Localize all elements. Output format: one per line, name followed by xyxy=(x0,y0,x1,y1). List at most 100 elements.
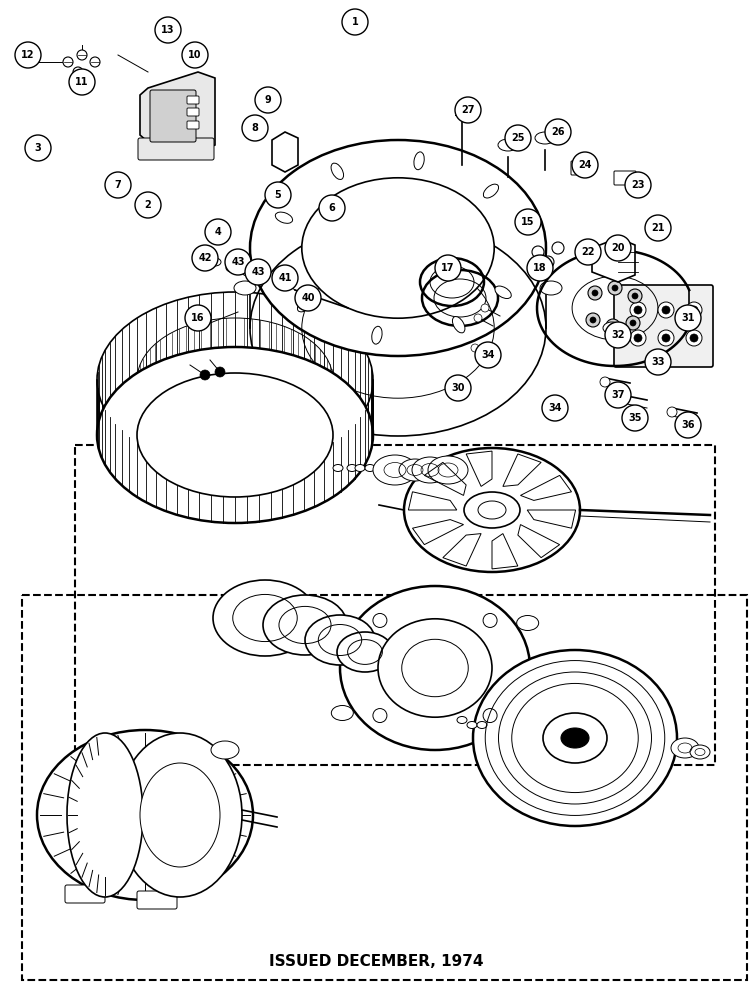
Circle shape xyxy=(626,316,640,330)
Text: 15: 15 xyxy=(521,217,535,227)
Ellipse shape xyxy=(365,464,375,472)
Circle shape xyxy=(225,249,251,275)
Ellipse shape xyxy=(234,281,256,295)
Ellipse shape xyxy=(332,615,353,631)
Ellipse shape xyxy=(404,448,580,572)
Circle shape xyxy=(645,215,671,241)
FancyBboxPatch shape xyxy=(150,90,196,142)
Ellipse shape xyxy=(561,728,589,748)
Circle shape xyxy=(645,349,671,375)
Circle shape xyxy=(532,246,544,258)
Text: 27: 27 xyxy=(461,105,475,115)
Circle shape xyxy=(634,306,642,314)
Circle shape xyxy=(658,302,674,318)
Ellipse shape xyxy=(37,730,253,900)
Polygon shape xyxy=(272,132,298,172)
Text: 9: 9 xyxy=(265,95,271,105)
Ellipse shape xyxy=(467,722,477,728)
Circle shape xyxy=(481,304,489,312)
Circle shape xyxy=(105,172,131,198)
Text: 41: 41 xyxy=(278,273,292,283)
Text: 2: 2 xyxy=(144,200,151,210)
Ellipse shape xyxy=(298,298,313,312)
Text: 34: 34 xyxy=(548,403,562,413)
Circle shape xyxy=(632,293,638,299)
Ellipse shape xyxy=(305,615,375,665)
Circle shape xyxy=(69,69,95,95)
Circle shape xyxy=(272,265,298,291)
Circle shape xyxy=(625,172,651,198)
Text: 32: 32 xyxy=(611,330,625,340)
Ellipse shape xyxy=(332,706,353,720)
Circle shape xyxy=(527,255,553,281)
Ellipse shape xyxy=(453,317,465,333)
Ellipse shape xyxy=(477,722,487,728)
Ellipse shape xyxy=(373,455,417,485)
Circle shape xyxy=(612,285,618,291)
Circle shape xyxy=(634,334,642,342)
Circle shape xyxy=(667,407,677,417)
Text: 31: 31 xyxy=(681,313,695,323)
Ellipse shape xyxy=(275,212,293,223)
Circle shape xyxy=(182,42,208,68)
Circle shape xyxy=(608,281,622,295)
Circle shape xyxy=(505,125,531,151)
Text: 21: 21 xyxy=(651,223,665,233)
Circle shape xyxy=(373,709,387,723)
Text: 42: 42 xyxy=(199,253,212,263)
Text: 17: 17 xyxy=(441,263,455,273)
Circle shape xyxy=(471,344,479,352)
FancyBboxPatch shape xyxy=(187,108,199,116)
Ellipse shape xyxy=(690,745,710,759)
Circle shape xyxy=(155,17,181,43)
Circle shape xyxy=(552,242,564,254)
Ellipse shape xyxy=(242,268,254,276)
Circle shape xyxy=(319,195,345,221)
Ellipse shape xyxy=(250,140,546,356)
Circle shape xyxy=(605,235,631,261)
Ellipse shape xyxy=(412,457,448,483)
Ellipse shape xyxy=(484,184,499,198)
Ellipse shape xyxy=(347,464,357,472)
Text: 12: 12 xyxy=(21,50,35,60)
Circle shape xyxy=(572,152,598,178)
Ellipse shape xyxy=(340,586,530,750)
Circle shape xyxy=(630,302,646,318)
Text: 7: 7 xyxy=(114,180,121,190)
Text: 26: 26 xyxy=(551,127,565,137)
Ellipse shape xyxy=(331,163,344,179)
Circle shape xyxy=(630,320,636,326)
Ellipse shape xyxy=(540,281,562,295)
FancyBboxPatch shape xyxy=(65,885,105,903)
Ellipse shape xyxy=(371,326,382,344)
Circle shape xyxy=(675,412,701,438)
Ellipse shape xyxy=(535,132,555,144)
Circle shape xyxy=(675,305,701,331)
Circle shape xyxy=(630,330,646,346)
Text: 40: 40 xyxy=(302,293,315,303)
Circle shape xyxy=(192,245,218,271)
Text: 20: 20 xyxy=(611,243,625,253)
FancyBboxPatch shape xyxy=(571,161,593,175)
Circle shape xyxy=(610,323,616,329)
FancyBboxPatch shape xyxy=(138,138,214,160)
Ellipse shape xyxy=(378,619,492,717)
Ellipse shape xyxy=(543,713,607,763)
Circle shape xyxy=(662,334,670,342)
Circle shape xyxy=(686,302,702,318)
Circle shape xyxy=(77,50,87,60)
Ellipse shape xyxy=(263,595,347,655)
Ellipse shape xyxy=(402,639,468,697)
Circle shape xyxy=(662,306,670,314)
Circle shape xyxy=(590,317,596,323)
Text: 25: 25 xyxy=(511,133,525,143)
Circle shape xyxy=(600,377,610,387)
Text: 37: 37 xyxy=(611,390,625,400)
FancyBboxPatch shape xyxy=(614,171,636,185)
Text: 22: 22 xyxy=(581,247,595,257)
Circle shape xyxy=(575,239,601,265)
Ellipse shape xyxy=(209,258,221,266)
Circle shape xyxy=(135,192,161,218)
Ellipse shape xyxy=(495,286,511,299)
Ellipse shape xyxy=(137,373,333,497)
